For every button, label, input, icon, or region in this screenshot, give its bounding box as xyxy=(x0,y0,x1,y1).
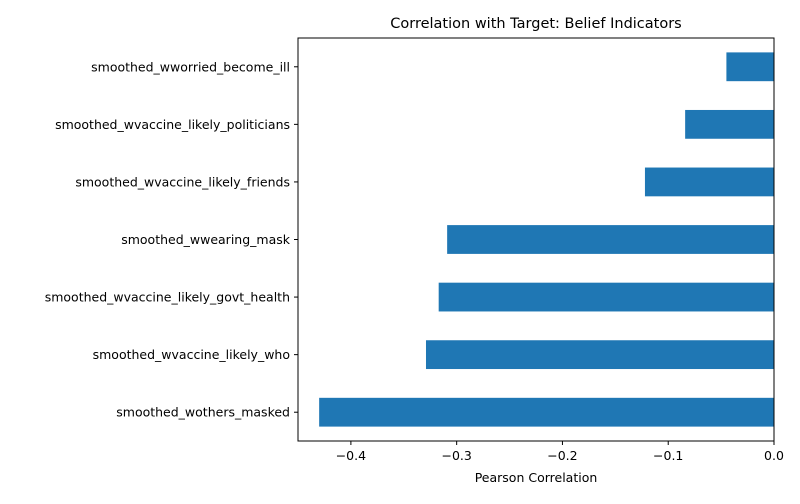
y-tick-label: smoothed_wworried_become_ill xyxy=(91,59,290,74)
x-tick-label: −0.2 xyxy=(547,448,577,463)
y-tick-label: smoothed_wwearing_mask xyxy=(121,232,291,247)
chart-title: Correlation with Target: Belief Indicato… xyxy=(390,16,681,32)
x-axis-label: Pearson Correlation xyxy=(475,470,598,485)
bar xyxy=(685,109,774,139)
bar xyxy=(726,52,774,82)
y-tick-label: smoothed_wvaccine_likely_govt_health xyxy=(45,290,290,305)
bar xyxy=(447,225,774,254)
bar xyxy=(425,340,774,370)
y-tick-label: smoothed_wothers_masked xyxy=(116,405,290,420)
y-tick-label: smoothed_wvaccine_likely_who xyxy=(93,347,290,362)
x-tick-label: −0.3 xyxy=(441,448,471,463)
x-tick-label: 0.0 xyxy=(764,448,784,463)
bars-layer xyxy=(319,52,774,427)
x-tick-label: −0.1 xyxy=(653,448,683,463)
bar xyxy=(438,282,774,312)
y-tick-label: smoothed_wvaccine_likely_politicians xyxy=(55,117,290,132)
y-tick-label: smoothed_wvaccine_likely_friends xyxy=(75,174,290,189)
bar xyxy=(644,167,774,197)
bar xyxy=(319,397,774,427)
x-axis: −0.4 −0.3 −0.2 −0.1 0.0 xyxy=(336,441,784,463)
y-axis: smoothed_wworried_become_ill smoothed_wva… xyxy=(45,59,298,420)
x-tick-label: −0.4 xyxy=(336,448,366,463)
